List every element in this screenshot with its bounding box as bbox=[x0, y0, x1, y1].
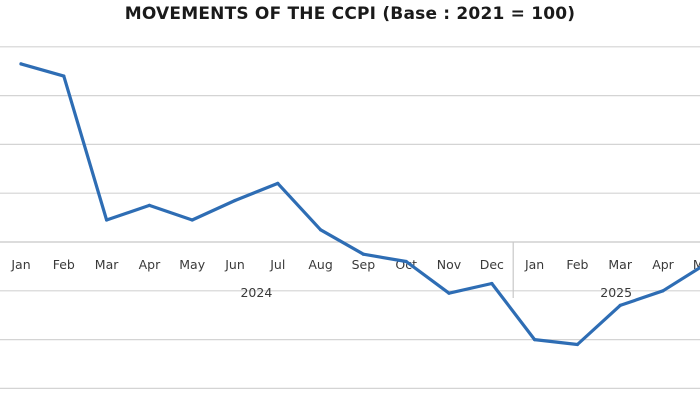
x-tick-label-2: Mar bbox=[95, 257, 119, 272]
series-layer bbox=[19, 62, 700, 347]
ccpi-series-line-0 bbox=[19, 62, 700, 347]
gridlines bbox=[0, 46, 700, 389]
data-point-15 bbox=[661, 289, 665, 293]
data-point-1 bbox=[62, 74, 66, 78]
data-point-12 bbox=[533, 338, 537, 342]
x-tick-label-1: Feb bbox=[53, 257, 75, 272]
x-axis bbox=[0, 241, 700, 298]
data-point-9 bbox=[404, 259, 408, 264]
data-point-11 bbox=[490, 281, 494, 286]
data-point-5 bbox=[233, 198, 237, 203]
x-tick-label-5: Jun bbox=[224, 257, 245, 272]
x-tick-label-3: Apr bbox=[139, 257, 161, 272]
x-tick-label-16: May bbox=[693, 257, 700, 272]
chart-title: MOVEMENTS OF THE CCPI (Base : 2021 = 100… bbox=[124, 4, 576, 24]
x-tick-label-8: Sep bbox=[352, 257, 376, 272]
x-tick-label-4: May bbox=[179, 257, 205, 272]
year-group-labels: 2024 2025 bbox=[240, 285, 632, 300]
data-point-7 bbox=[319, 228, 323, 232]
x-tick-label-12: Jan bbox=[524, 257, 544, 272]
data-point-4 bbox=[190, 218, 194, 222]
data-point-14 bbox=[618, 303, 622, 307]
x-tick-label-0: Jan bbox=[10, 257, 30, 272]
x-tick-label-13: Feb bbox=[566, 257, 588, 272]
data-point-8 bbox=[361, 252, 365, 256]
x-tick-label-10: Nov bbox=[437, 257, 462, 272]
year-label-2025: 2025 bbox=[600, 285, 632, 300]
data-point-0 bbox=[19, 62, 23, 66]
x-tick-label-15: Apr bbox=[652, 257, 674, 272]
data-point-3 bbox=[147, 203, 151, 207]
x-tick-labels: Jan Feb Mar Apr May Jun Jul Aug Sep Oct Nov Dec Jan F… bbox=[10, 257, 700, 272]
year-label-2024: 2024 bbox=[240, 285, 272, 300]
data-point-2 bbox=[105, 218, 109, 222]
data-point-6 bbox=[276, 181, 280, 185]
x-tick-label-6: Jul bbox=[269, 257, 285, 272]
x-tick-label-11: Dec bbox=[480, 257, 504, 272]
data-point-10 bbox=[447, 291, 451, 295]
data-point-13 bbox=[575, 342, 580, 347]
x-tick-label-14: Mar bbox=[608, 257, 632, 272]
x-tick-label-7: Aug bbox=[308, 257, 332, 272]
